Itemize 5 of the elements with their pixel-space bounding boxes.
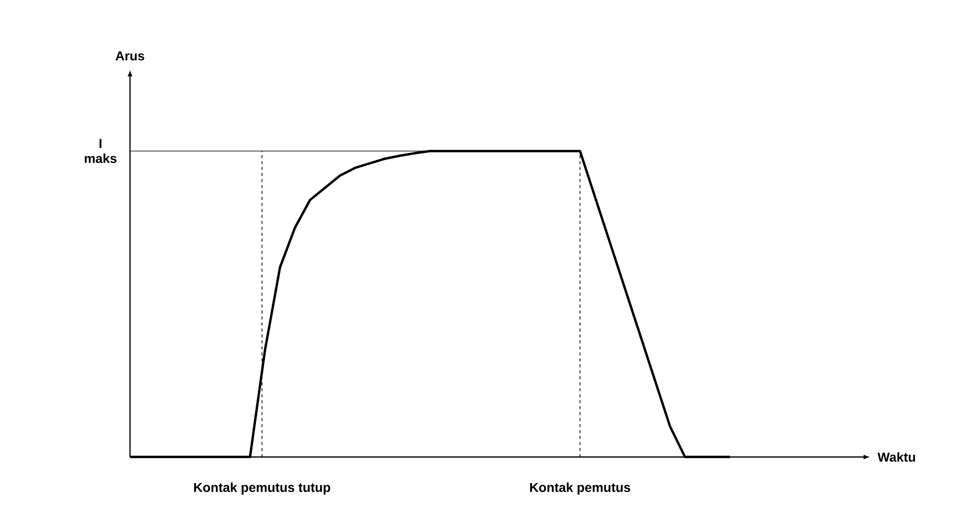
text: Arus bbox=[116, 51, 144, 60]
ref-line-label: I maks bbox=[84, 139, 117, 164]
text: Waktu bbox=[878, 452, 916, 462]
text: Kontak pemutus tutup bbox=[194, 482, 330, 495]
text: Kontak pemutus bbox=[530, 482, 630, 495]
